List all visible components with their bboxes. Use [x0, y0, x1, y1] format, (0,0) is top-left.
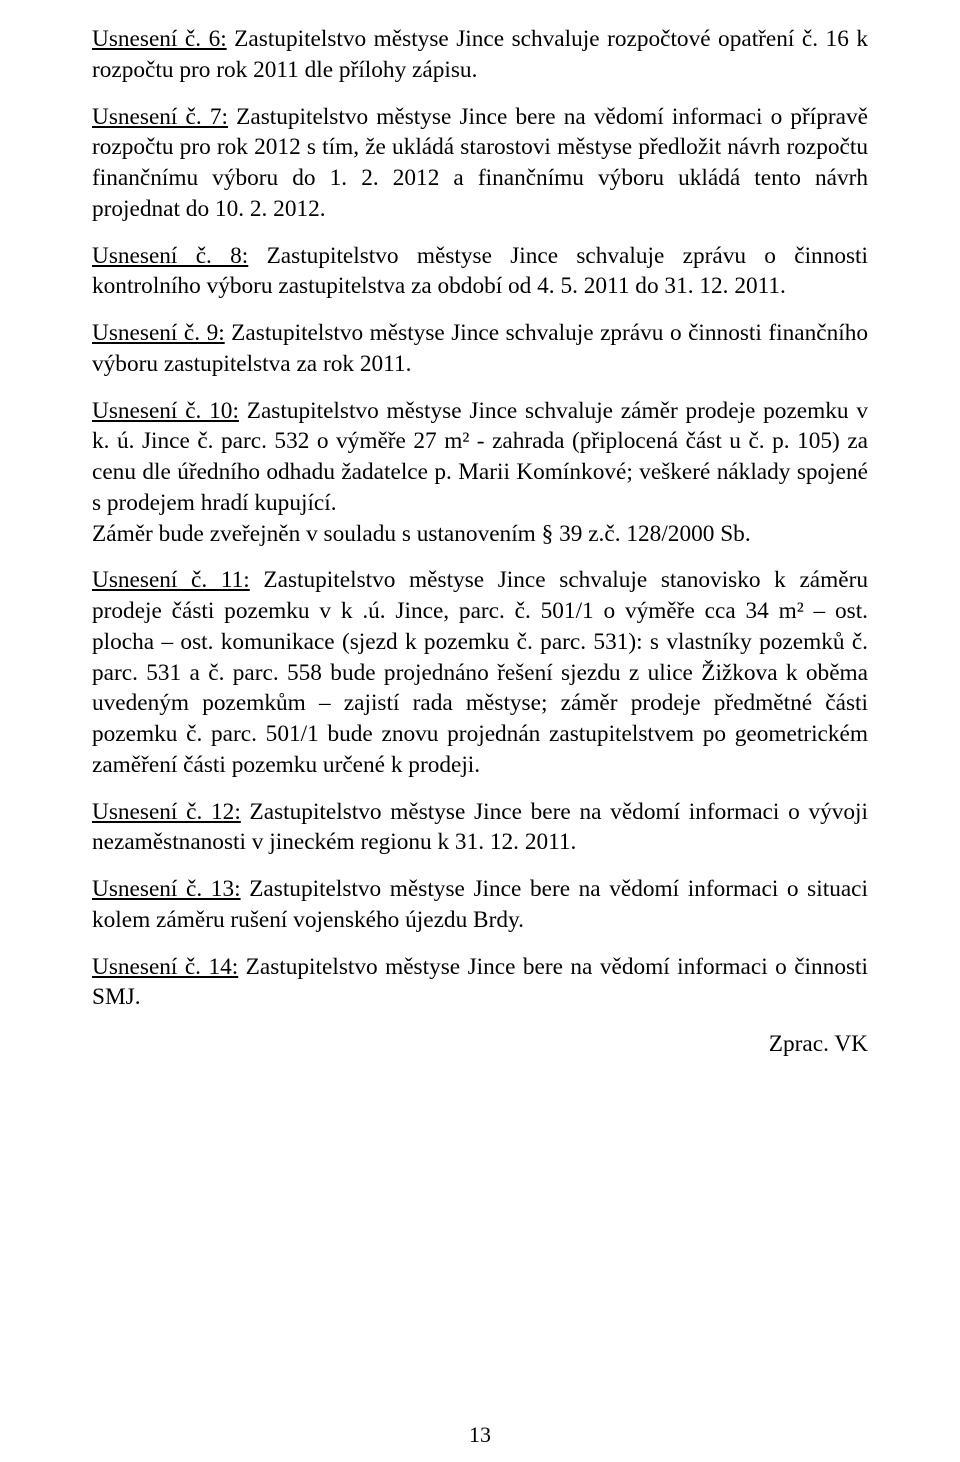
- resolution-title: Usnesení č. 9:: [92, 320, 225, 346]
- resolution-paragraph: Usnesení č. 13: Zastupitelstvo městyse J…: [92, 874, 868, 936]
- resolution-paragraph: Usnesení č. 12: Zastupitelstvo městyse J…: [92, 797, 868, 859]
- resolution-paragraph: Usnesení č. 6: Zastupitelstvo městyse Ji…: [92, 24, 868, 86]
- resolution-paragraph: Usnesení č. 14: Zastupitelstvo městyse J…: [92, 952, 868, 1014]
- resolution-title: Usnesení č. 13:: [92, 876, 241, 902]
- document-body: Usnesení č. 6: Zastupitelstvo městyse Ji…: [92, 24, 868, 1013]
- resolution-body: Zastupitelstvo městyse Jince schvaluje s…: [92, 567, 868, 778]
- resolution-paragraph: Usnesení č. 11: Zastupitelstvo městyse J…: [92, 565, 868, 780]
- resolution-paragraph: Usnesení č. 7: Zastupitelstvo městyse Ji…: [92, 102, 868, 225]
- resolution-paragraph: Usnesení č. 10: Zastupitelstvo městyse J…: [92, 396, 868, 550]
- resolution-title: Usnesení č. 12:: [92, 799, 241, 825]
- resolution-paragraph: Usnesení č. 8: Zastupitelstvo městyse Ji…: [92, 241, 868, 303]
- resolution-title: Usnesení č. 10:: [92, 398, 239, 424]
- page-number: 13: [0, 1420, 960, 1449]
- resolution-title: Usnesení č. 7:: [92, 104, 228, 130]
- resolution-paragraph: Usnesení č. 9: Zastupitelstvo městyse Ji…: [92, 318, 868, 380]
- document-author: Zprac. VK: [92, 1029, 868, 1060]
- resolution-title: Usnesení č. 14:: [92, 954, 238, 980]
- resolution-title: Usnesení č. 11:: [92, 567, 250, 593]
- resolution-title: Usnesení č. 6:: [92, 26, 227, 52]
- resolution-title: Usnesení č. 8:: [92, 243, 248, 269]
